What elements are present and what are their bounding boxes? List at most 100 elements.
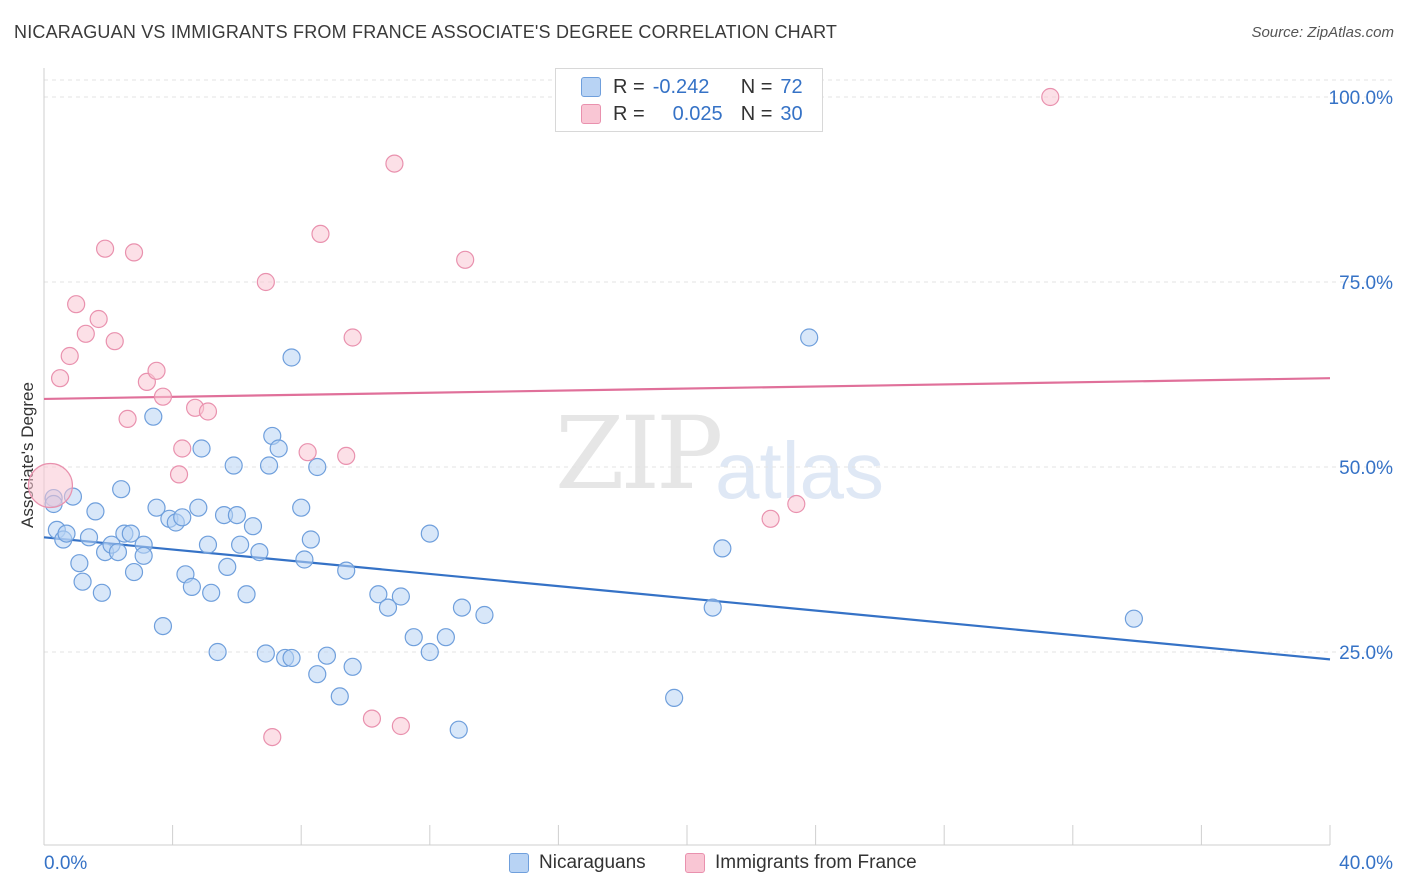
nicaraguan-point [79, 528, 99, 547]
nicaraguan-point [202, 583, 221, 602]
nicaraguan-point [250, 542, 269, 562]
france-point [118, 409, 137, 428]
france-point [1041, 87, 1060, 107]
nicaraguan-point [391, 587, 410, 606]
legend-r-value: -0.242 [652, 75, 710, 98]
france-point [67, 295, 86, 314]
legend-swatch-pink [581, 104, 601, 124]
nicaraguan-point [436, 628, 455, 647]
nicaraguan-point [475, 605, 494, 625]
nicaraguan-point [227, 505, 246, 525]
bottom-legend-swatch-pink [685, 853, 705, 873]
nicaraguan-point [295, 550, 314, 569]
france-point [147, 361, 166, 380]
bottom-legend-label: Immigrants from France [715, 852, 917, 873]
france-point [153, 387, 173, 406]
nicaraguan-point [86, 502, 105, 521]
nicaraguan-point [343, 657, 362, 676]
legend-n-value: 30 [780, 102, 803, 125]
nicaraguan-point [121, 524, 140, 543]
legend-r-label: R = [613, 75, 645, 98]
trend-line-france [43, 377, 1331, 401]
nicaraguan-point [256, 644, 275, 663]
legend-r-value: 0.025 [672, 102, 723, 125]
nicaraguan-point [112, 480, 131, 499]
nicaraguan-point [231, 535, 250, 554]
france-point [50, 369, 70, 388]
nicaraguan-point [259, 456, 279, 475]
y-tick-label: 100.0% [1329, 88, 1394, 109]
legend-n-label: N = [740, 75, 773, 98]
nicaraguan-point [317, 646, 337, 665]
axes [43, 68, 1331, 846]
nicaraguan-point [800, 328, 819, 347]
bottom-legend-label: Nicaraguans [539, 852, 646, 873]
legend-swatch-blue [581, 77, 601, 97]
nicaraguan-point [452, 598, 472, 617]
nicaraguan-point [92, 583, 111, 602]
france-point [298, 443, 317, 462]
nicaraguan-point [404, 628, 423, 647]
nicaraguan-point [420, 642, 439, 662]
nicaraguan-point [144, 407, 163, 426]
tick-labels: 25.0% 50.0% 75.0% 100.0% 0.0% 40.0% [44, 88, 1393, 874]
france-point [787, 494, 806, 514]
legend-n-value: 72 [780, 75, 803, 98]
nicaraguan-point [308, 665, 327, 684]
france-point [385, 154, 404, 173]
france-point [105, 332, 124, 351]
france-point [173, 439, 192, 458]
nicaraguan-point [703, 598, 722, 617]
watermark-zip: ZIP [555, 395, 723, 512]
nicaraguan-point [337, 561, 356, 580]
nicaraguan-point [218, 557, 237, 577]
nicaraguan-point [665, 688, 684, 707]
nicaraguan-point [378, 598, 398, 617]
france-point [456, 250, 475, 269]
france-point [761, 509, 780, 528]
france-point [391, 716, 410, 736]
nicaraguan-point [282, 348, 301, 367]
nicaraguan-point [124, 562, 144, 582]
nicaraguan-point [330, 687, 349, 706]
nicaraguan-point [308, 457, 327, 477]
france-point [76, 324, 95, 343]
france-point [362, 709, 382, 728]
bottom-legend-nicaraguans: Nicaraguans [509, 852, 646, 874]
nicaraguan-point [192, 439, 211, 458]
nicaraguan-point [282, 648, 301, 668]
france-point [256, 272, 275, 292]
france-point [27, 462, 74, 509]
nicaraguan-point [198, 535, 218, 554]
data-points [27, 87, 1143, 747]
france-point [337, 446, 356, 465]
france-point [311, 224, 330, 243]
nicaraguan-point [153, 616, 173, 636]
x-tick-label: 40.0% [1339, 853, 1393, 874]
nicaraguan-point [713, 539, 732, 558]
france-point [95, 239, 115, 258]
france-point [343, 328, 362, 347]
y-tick-label: 25.0% [1339, 643, 1393, 664]
legend-n-label: N = [740, 102, 773, 125]
nicaraguan-point [224, 456, 243, 475]
source-note: Source: ZipAtlas.com [1251, 24, 1394, 41]
france-point [198, 402, 218, 421]
france-point [60, 346, 79, 366]
nicaraguan-point [243, 517, 263, 536]
bottom-legend-france: Immigrants from France [685, 852, 917, 874]
france-point [89, 309, 108, 329]
x-tick-label: 0.0% [44, 853, 87, 874]
nicaraguan-point [269, 439, 288, 458]
nicaraguan-point [237, 585, 256, 604]
nicaraguan-point [292, 498, 311, 517]
nicaraguan-point [147, 498, 166, 517]
gridlines [44, 79, 1395, 653]
chart-title: NICARAGUAN VS IMMIGRANTS FROM FRANCE ASS… [14, 22, 838, 42]
nicaraguan-point [134, 546, 153, 565]
nicaraguan-point [449, 720, 468, 739]
bottom-legend-swatch-blue [509, 853, 529, 873]
france-point [169, 465, 189, 484]
nicaraguan-point [301, 530, 320, 549]
nicaraguan-point [189, 498, 208, 517]
